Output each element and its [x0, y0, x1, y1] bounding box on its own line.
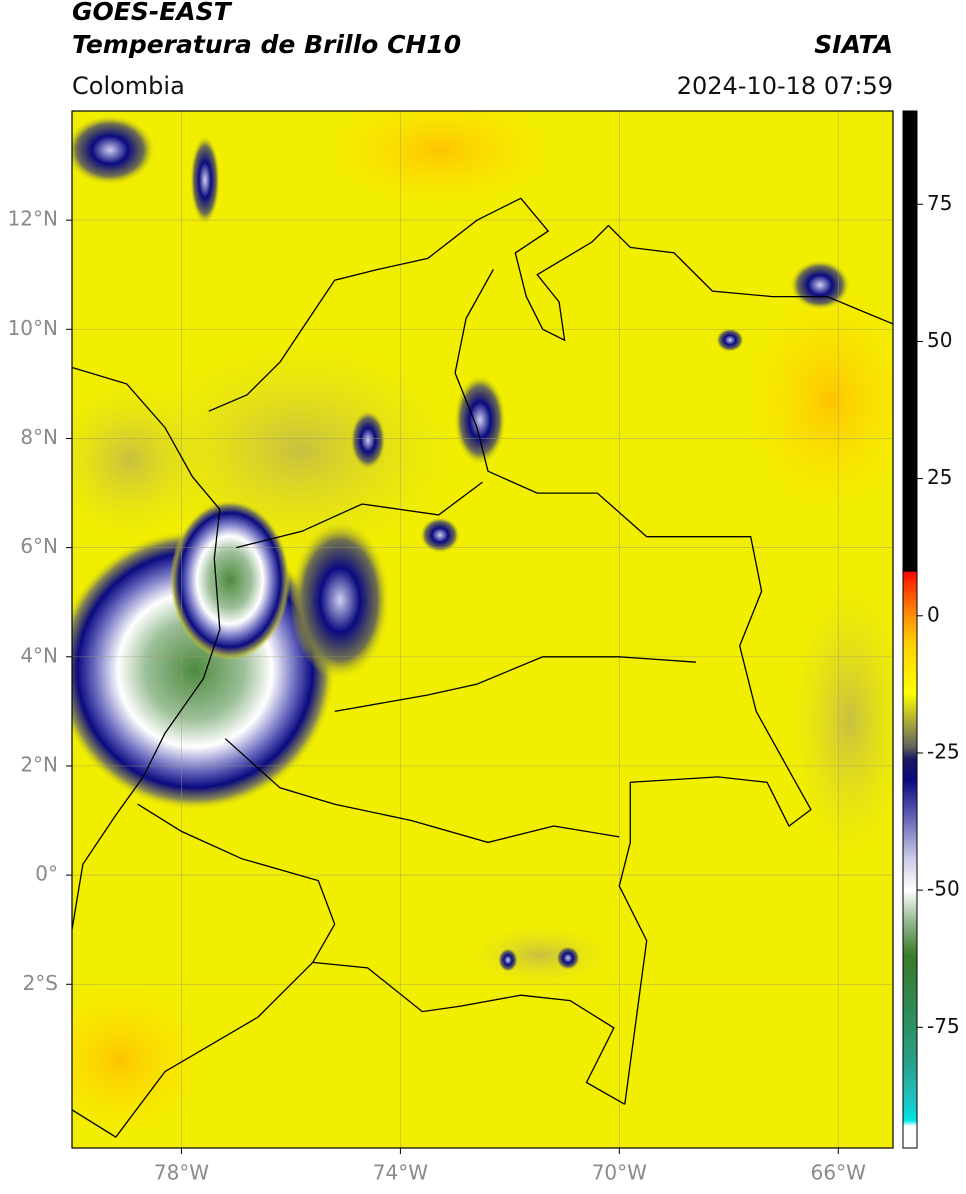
- colorbar-tick-label: 50: [927, 328, 952, 352]
- x-tick-label: 66°W: [811, 1161, 866, 1185]
- storm-cluster: [170, 500, 290, 660]
- coastline: [208, 197, 893, 412]
- map: [72, 111, 893, 1148]
- warm-area: [740, 280, 893, 520]
- colorbar-tick-label: -25: [927, 739, 960, 763]
- map-frame: [71, 110, 894, 1149]
- cloud-area: [790, 580, 893, 860]
- coastline: [72, 803, 336, 1138]
- storm-cell: [290, 520, 390, 680]
- timestamp: 2024-10-18 07:59: [677, 72, 893, 100]
- y-tick-label: 4°N: [20, 643, 58, 667]
- storm-cell: [72, 115, 155, 185]
- subtitle: Temperatura de Brillo CH10: [72, 30, 461, 59]
- x-tick-label: 74°W: [373, 1161, 428, 1185]
- source: SIATA: [814, 30, 893, 59]
- coastline: [454, 268, 812, 1105]
- warm-area: [320, 111, 560, 210]
- coastline: [236, 481, 483, 549]
- storm-cell: [350, 410, 386, 470]
- y-tick-label: 10°N: [8, 316, 58, 340]
- storm-cell: [190, 135, 220, 225]
- storm-cell: [556, 946, 580, 970]
- storm-cell: [790, 260, 850, 310]
- region: Colombia: [72, 72, 185, 100]
- cloud-area: [470, 925, 610, 985]
- x-tick-label: 70°W: [592, 1161, 647, 1185]
- coastlines: [72, 197, 893, 1138]
- storm-cell: [498, 948, 518, 972]
- y-tick-label: 0°: [35, 862, 58, 886]
- y-tick-label: 8°N: [20, 425, 58, 449]
- warm-area: [72, 980, 210, 1140]
- colorbar-tick-label: 25: [927, 465, 952, 489]
- grid: [72, 111, 893, 1148]
- storm-cell: [420, 517, 460, 553]
- y-tick-label: 6°N: [20, 534, 58, 558]
- colorbar-bar: [902, 110, 918, 1149]
- y-tick-label: 2°S: [23, 971, 58, 995]
- y-tick-label: 12°N: [8, 207, 58, 231]
- storm-cell: [716, 328, 744, 352]
- storm-cell: [454, 375, 506, 465]
- colorbar-tick-label: 0: [927, 602, 940, 626]
- x-tick-label: 78°W: [154, 1161, 209, 1185]
- title: GOES-EAST: [72, 0, 233, 26]
- y-tick-label: 2°N: [20, 752, 58, 776]
- colorbar-tick-label: -75: [927, 1014, 960, 1038]
- axes: 78°W 74°W 70°W 66°W 2°S 0° 2°N 4°N 6°N 8°N 10°N 12°…: [8, 207, 867, 1185]
- coastline: [312, 961, 626, 1105]
- colorbar-tick-label: 75: [927, 191, 952, 215]
- colorbar: -75 -50 -25 0 25 50 75: [902, 110, 960, 1149]
- coastline: [334, 656, 697, 713]
- cloud-area: [72, 380, 210, 540]
- coastline: [224, 738, 620, 844]
- coastline: [72, 366, 221, 930]
- colorbar-tick-label: -50: [927, 877, 960, 901]
